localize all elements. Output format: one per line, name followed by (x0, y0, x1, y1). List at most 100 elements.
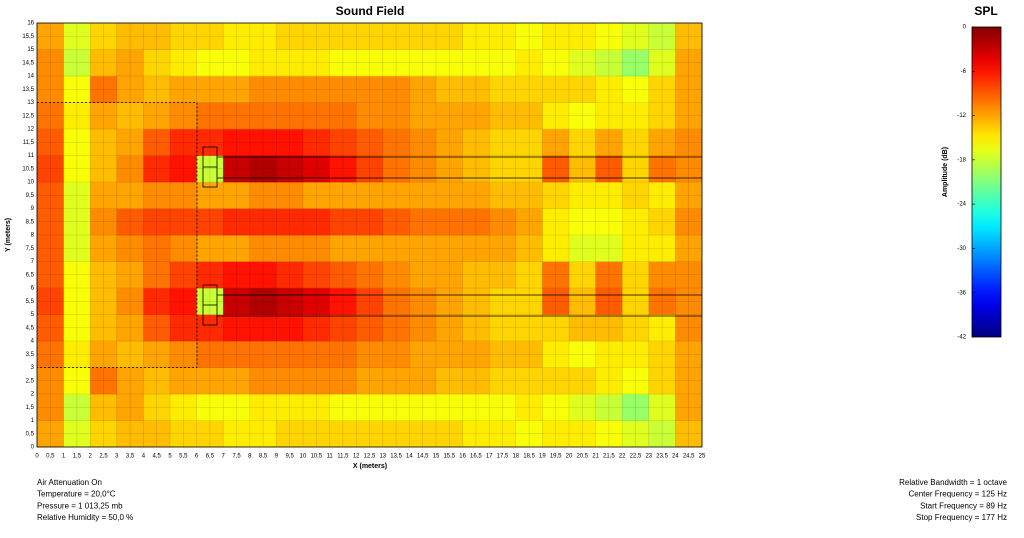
heat-cell (223, 288, 251, 315)
heat-cell (436, 49, 463, 77)
heat-cell (622, 208, 650, 236)
x-tick-label: 24 (672, 454, 679, 460)
x-tick-label: 4,5 (153, 454, 162, 460)
y-tick-label: 10 (27, 180, 34, 186)
x-tick-label: 9 (275, 454, 279, 460)
heat-cell (356, 235, 384, 262)
heat-cell (436, 76, 463, 103)
heat-cell (436, 129, 463, 156)
heat-cell (170, 341, 197, 368)
y-tick-label: 7,5 (26, 246, 35, 252)
heat-cell (489, 261, 517, 289)
heat-cell (303, 23, 330, 50)
heat-cell (569, 314, 596, 342)
heat-cell (116, 129, 144, 156)
heat-cell (542, 314, 570, 342)
heat-cell (249, 420, 277, 448)
x-tick-label: 6,5 (206, 454, 215, 460)
heat-cell (90, 288, 118, 315)
heat-cell (436, 288, 463, 315)
heat-cell (63, 182, 91, 209)
heat-cell (223, 367, 251, 395)
heat-cell (249, 208, 277, 236)
heat-cell (569, 235, 596, 262)
heat-cell (37, 261, 64, 289)
heat-cell (223, 208, 251, 236)
heat-cell (116, 49, 144, 77)
heat-cell (648, 261, 676, 289)
heat-cell (223, 129, 251, 156)
heat-cell (622, 49, 650, 77)
heat-cell (462, 23, 490, 50)
heat-cell (622, 182, 650, 209)
heat-cell (622, 23, 650, 50)
x-tick-label: 23 (645, 454, 652, 460)
heat-cell (143, 49, 171, 77)
heat-cell (648, 341, 676, 368)
heat-cell (63, 394, 91, 421)
heat-cell (196, 341, 224, 368)
heat-cell (196, 23, 224, 50)
heat-cell (170, 314, 197, 342)
x-tick-label: 21 (592, 454, 599, 460)
heat-cell (90, 76, 118, 103)
y-tick-label: 0,5 (26, 431, 35, 437)
heat-cell (515, 420, 543, 448)
heat-cell (143, 235, 171, 262)
heat-cell (196, 261, 224, 289)
y-tick-label: 14,5 (22, 60, 34, 66)
x-tick-label: 6 (195, 454, 199, 460)
heat-cell (622, 314, 650, 342)
x-tick-label: 21,5 (603, 454, 615, 460)
heat-cell (382, 261, 410, 289)
heat-cell (37, 76, 64, 103)
heat-cell (37, 155, 64, 183)
colorbar-tick-label: -42 (957, 335, 966, 341)
heat-cell (648, 235, 676, 262)
x-tick-label: 8 (248, 454, 252, 460)
y-tick-label: 11 (28, 153, 35, 159)
heat-cell (382, 208, 410, 236)
heat-cell (90, 261, 118, 289)
heat-cell (37, 235, 64, 262)
heat-cell (223, 182, 251, 209)
x-tick-label: 0 (35, 454, 39, 460)
heat-cell (675, 182, 703, 209)
heat-cell (170, 288, 197, 315)
heat-cell (116, 367, 144, 395)
heat-cell (648, 314, 676, 342)
heat-cell (515, 182, 543, 209)
heat-cell (489, 182, 517, 209)
heat-cell (170, 420, 197, 448)
x-tick-label: 14,5 (417, 454, 429, 460)
x-tick-label: 10 (300, 454, 307, 460)
heat-cell (303, 367, 330, 395)
x-tick-label: 13 (379, 454, 386, 460)
x-tick-label: 14 (406, 454, 413, 460)
heat-cell (276, 314, 304, 342)
heat-cell (196, 76, 224, 103)
heat-cell (569, 288, 596, 315)
heat-cell (595, 23, 623, 50)
heat-cell (116, 261, 144, 289)
heat-cell (542, 102, 570, 130)
heat-cell (170, 235, 197, 262)
y-tick-label: 14 (27, 74, 34, 80)
heat-cell (675, 23, 703, 50)
x-tick-label: 20 (566, 454, 573, 460)
heat-cell (276, 288, 304, 315)
y-tick-label: 15 (27, 47, 34, 53)
heat-cell (196, 208, 224, 236)
heat-cell (595, 235, 623, 262)
heat-cell (409, 208, 437, 236)
heat-cell (675, 208, 703, 236)
heat-cell (595, 102, 623, 130)
colorbar-tick-label: -24 (957, 202, 966, 208)
heat-cell (409, 261, 437, 289)
heat-cell (303, 420, 330, 448)
heat-cell (116, 314, 144, 342)
x-tick-label: 17,5 (497, 454, 509, 460)
heat-cell (90, 314, 118, 342)
heat-cell (37, 208, 64, 236)
y-tick-label: 8 (31, 233, 35, 239)
